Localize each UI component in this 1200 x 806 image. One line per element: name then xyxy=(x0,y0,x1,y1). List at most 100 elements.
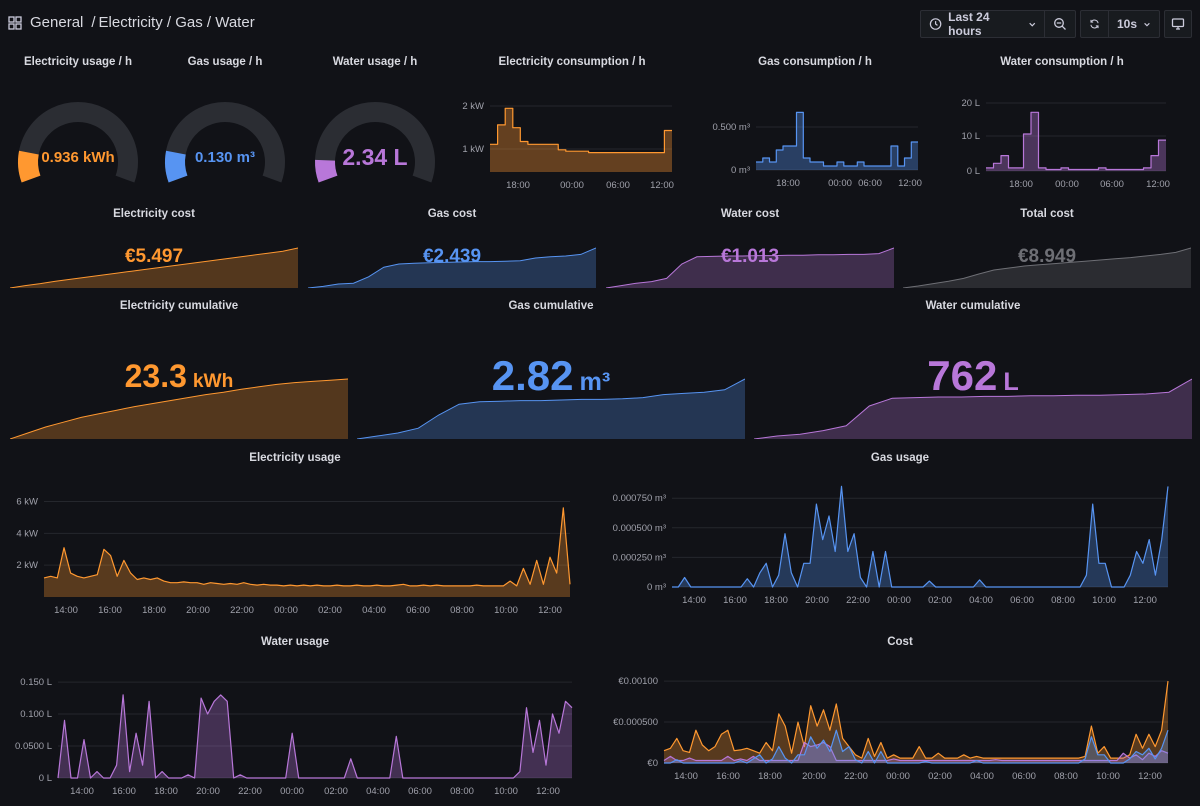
refresh-button[interactable] xyxy=(1081,11,1109,37)
stat-value: €1.013 xyxy=(720,246,780,267)
consumption-panel-electricity[interactable]: Electricity consumption / h 2 kW 1 kW 18:0… xyxy=(452,50,692,195)
x-axis-label: 00:00 xyxy=(274,605,298,616)
sparkline-line xyxy=(606,247,894,288)
time-range-label: Last 24 hours xyxy=(948,10,990,38)
sparkline-line xyxy=(10,247,298,288)
timeseries-panel-electricity-usage[interactable]: Electricity usage 6 kW 4 kW 2 kW 14:00 16:00… xyxy=(0,446,590,626)
series-line xyxy=(663,741,1169,762)
panel-title: Electricity consumption / h xyxy=(498,56,646,68)
y-axis-label: 0.000750 m³ xyxy=(613,493,666,504)
x-axis-label: 16:00 xyxy=(716,771,740,782)
consumption-panel-water[interactable]: Water consumption / h 20 L 10 L 0 L 18:00 00… xyxy=(944,50,1180,195)
x-axis-label: 06:00 xyxy=(1010,595,1034,606)
y-axis-label: 0.0500 L xyxy=(15,741,52,752)
consumption-chart-gas: 0.500 m³ 0 m³ 18:00 00:00 06:00 12:00 xyxy=(713,111,922,189)
gauge-value: 0.130 m³ xyxy=(194,149,256,166)
gauge-panel-gas[interactable]: Gas usage / h 0.130 m³ xyxy=(155,50,295,190)
consumption-chart-electricity: 2 kW 1 kW 18:00 00:00 06:00 12:00 xyxy=(462,101,674,191)
x-axis-label: 10:00 xyxy=(1096,771,1120,782)
cumulative-sparkline-electricity xyxy=(10,378,348,439)
y-axis-label: €0.00100 xyxy=(618,676,658,687)
series-area xyxy=(672,486,1168,587)
cumulative-panel-gas[interactable]: Gas cumulative 2.82 m³ xyxy=(357,294,745,439)
x-axis-label: 18:00 xyxy=(1009,179,1033,190)
y-axis-label: €0.000500 xyxy=(613,717,658,728)
cost-panel-total[interactable]: Total cost €8.949 xyxy=(903,202,1191,288)
time-range-picker[interactable]: Last 24 hours xyxy=(921,10,1045,38)
cumulative-panel-water[interactable]: Water cumulative 762 L xyxy=(754,294,1192,439)
panel-title: Water cumulative xyxy=(925,300,1021,312)
series-area xyxy=(986,112,1166,171)
sparkline-line xyxy=(903,247,1191,288)
x-axis-label: 22:00 xyxy=(846,595,870,606)
stat-value: €5.497 xyxy=(124,246,184,267)
series-area xyxy=(756,112,918,170)
sparkline-line xyxy=(357,378,745,439)
y-axis-label: 0 L xyxy=(967,166,980,177)
cost-panel-electricity[interactable]: Electricity cost €5.497 xyxy=(10,202,298,288)
y-axis-label: 0.100 L xyxy=(20,709,52,720)
x-axis-label: 02:00 xyxy=(324,786,348,797)
cost-sparkline-gas xyxy=(308,247,596,288)
x-axis-label: 06:00 xyxy=(1012,771,1036,782)
gauge-gas xyxy=(165,102,285,183)
series-area xyxy=(490,108,672,172)
x-axis-label: 18:00 xyxy=(142,605,166,616)
series-line xyxy=(664,729,1169,764)
x-axis-label: 02:00 xyxy=(928,595,952,606)
sparkline-line xyxy=(10,378,348,439)
sparkline-line xyxy=(754,378,1192,439)
series-line xyxy=(663,681,1169,759)
sparkline-area xyxy=(357,379,745,439)
breadcrumb-folder[interactable]: General xyxy=(30,14,84,31)
x-axis-label: 08:00 xyxy=(450,605,474,616)
x-axis-label: 20:00 xyxy=(186,605,210,616)
timeseries-chart-electricity-usage: 6 kW 4 kW 2 kW 14:00 16:00 18:00 20:00 22:00 00:… xyxy=(16,497,571,616)
series-line xyxy=(672,485,1169,588)
x-axis-label: 00:00 xyxy=(887,595,911,606)
x-axis-label: 00:00 xyxy=(560,180,584,191)
cost-panel-water[interactable]: Water cost €1.013 xyxy=(606,202,894,288)
timeseries-panel-gas-usage[interactable]: Gas usage 0.000750 m³ 0.000500 m³ 0.000250… xyxy=(600,446,1200,626)
sparkline-area xyxy=(606,248,894,288)
gauge-track xyxy=(18,102,138,183)
stat-value: €2.439 xyxy=(422,246,482,267)
gauge-panel-electricity[interactable]: Electricity usage / h 0.936 kWh xyxy=(8,50,148,190)
x-axis-label: 04:00 xyxy=(969,595,993,606)
x-axis-label: 14:00 xyxy=(54,605,78,616)
cumulative-panel-electricity[interactable]: Electricity cumulative 23.3 kWh xyxy=(10,294,348,439)
apps-icon[interactable] xyxy=(8,16,22,30)
x-axis-label: 06:00 xyxy=(606,180,630,191)
y-axis-label: 1 kW xyxy=(462,144,484,155)
refresh-interval-picker[interactable]: 10s xyxy=(1109,11,1159,37)
zoom-out-icon xyxy=(1054,18,1066,30)
zoom-out-button[interactable] xyxy=(1045,11,1075,37)
x-axis-label: 02:00 xyxy=(928,771,952,782)
x-axis-label: 06:00 xyxy=(408,786,432,797)
y-axis-label: 0 L xyxy=(39,773,52,784)
y-axis-label: 2 kW xyxy=(462,101,484,112)
timeseries-chart-water-usage: 0.150 L 0.100 L 0.0500 L 0 L 14:00 16:00 18:00… xyxy=(15,677,573,797)
x-axis-label: 08:00 xyxy=(1051,595,1075,606)
refresh-group: 10s xyxy=(1080,10,1160,38)
panel-title: Water consumption / h xyxy=(1000,56,1124,68)
x-axis-label: 22:00 xyxy=(844,771,868,782)
breadcrumb-separator: / xyxy=(91,14,96,31)
gauge-value: 2.34 L xyxy=(342,144,408,170)
panel-title: Electricity cost xyxy=(113,208,195,220)
y-axis-label: 2 kW xyxy=(16,560,38,571)
y-axis-label: 0 m³ xyxy=(647,582,666,593)
panel-title: Total cost xyxy=(1020,208,1074,220)
x-axis-label: 10:00 xyxy=(1092,595,1116,606)
x-axis-label: 06:00 xyxy=(406,605,430,616)
tv-mode-button[interactable] xyxy=(1165,11,1191,37)
consumption-panel-gas[interactable]: Gas consumption / h 0.500 m³ 0 m³ 18:00 00:… xyxy=(700,50,930,195)
timeseries-panel-water-usage[interactable]: Water usage 0.150 L 0.100 L 0.0500 L 0 L 14:… xyxy=(0,630,590,806)
cost-panel-gas[interactable]: Gas cost €2.439 xyxy=(308,202,596,288)
y-axis-label: €0 xyxy=(647,758,658,769)
x-axis-label: 02:00 xyxy=(318,605,342,616)
sparkline-area xyxy=(903,248,1191,288)
dashboard-title[interactable]: Electricity / Gas / Water xyxy=(98,14,255,31)
gauge-panel-water[interactable]: Water usage / h 2.34 L xyxy=(302,50,448,190)
timeseries-panel-cost[interactable]: Cost €0.00100 €0.000500 €0 14:00 16:00 18:00 2… xyxy=(600,630,1200,806)
